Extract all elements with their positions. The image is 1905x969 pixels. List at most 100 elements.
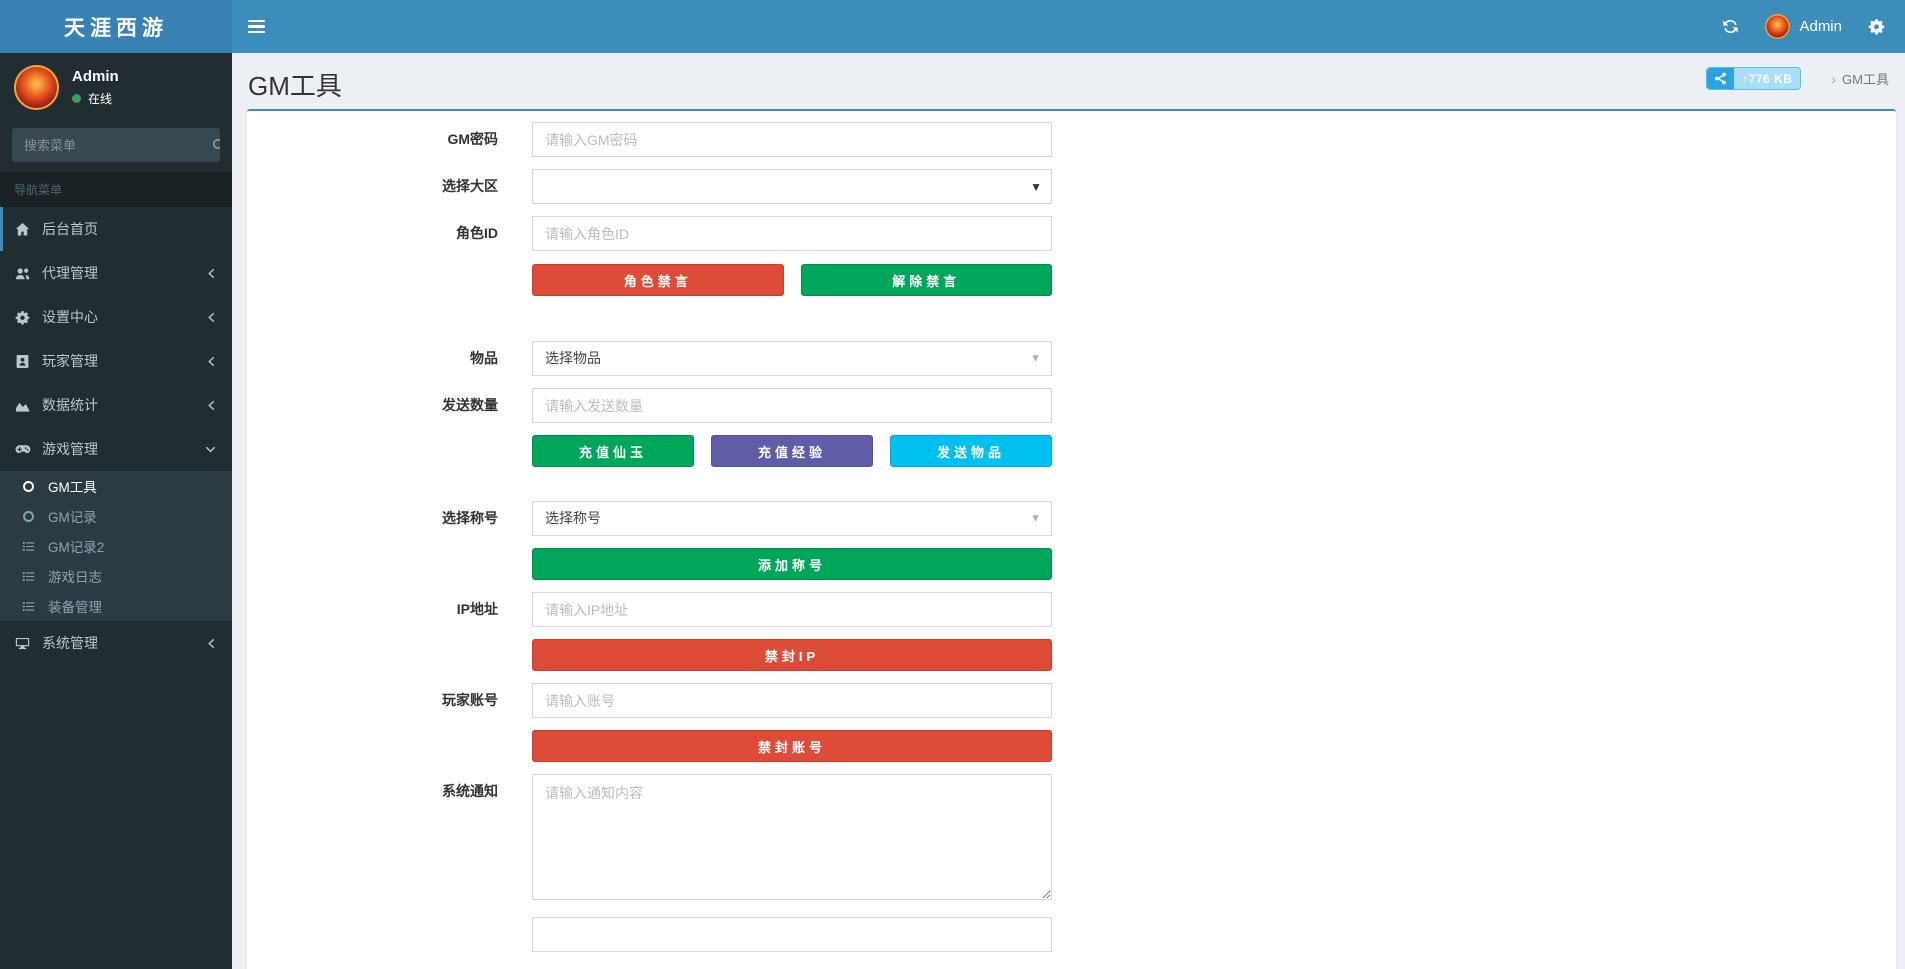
sidebar-item-settings-center[interactable]: 设置中心 (0, 295, 232, 339)
game-submenu: GM工具 GM记录 GM记录2 游戏日志 装备管理 (0, 471, 232, 621)
settings-button[interactable] (1868, 18, 1885, 35)
sidebar-item-gm-records-2[interactable]: GM记录2 (0, 531, 232, 561)
top-bar: 天涯西游 Admin (0, 0, 1905, 53)
sidebar-item-label: 设置中心 (42, 309, 98, 325)
sidebar-item-agents[interactable]: 代理管理 (0, 251, 232, 295)
submenu-item-label: GM工具 (48, 480, 97, 495)
notice-label: 系统通知 (442, 783, 498, 799)
submenu-item-label: 装备管理 (48, 600, 102, 615)
item-select[interactable]: 选择物品 ▼ (532, 341, 1052, 376)
server-select[interactable]: ▼ (532, 169, 1052, 204)
ban-ip-button[interactable]: 禁封IP (532, 639, 1052, 671)
circle-icon (23, 480, 34, 492)
breadcrumb-separator: › (1831, 70, 1837, 87)
sidebar-item-home[interactable]: 后台首页 (0, 207, 232, 251)
content-header: GM工具 ↑776 KB › GM工具 (232, 53, 1905, 109)
user-menu[interactable]: Admin (1765, 14, 1842, 39)
chevron-left-icon (208, 356, 215, 366)
add-title-button[interactable]: 添加称号 (532, 548, 1052, 580)
submenu-item-label: 游戏日志 (48, 570, 102, 585)
sidebar: Admin 在线 导航菜单 后台首页 代理管理 设置中心 (0, 53, 232, 969)
refresh-icon (1723, 19, 1739, 34)
list-icon (22, 601, 35, 611)
sidebar-item-gm-records[interactable]: GM记录 (0, 501, 232, 531)
notice-textarea[interactable] (532, 774, 1052, 900)
send-count-label: 发送数量 (442, 397, 498, 413)
unmute-role-button[interactable]: 解除禁言 (800, 264, 1052, 296)
role-id-label: 角色ID (456, 225, 498, 241)
sidebar-item-label: 数据统计 (42, 397, 98, 413)
list-icon (22, 571, 35, 581)
chevron-down-icon: ▼ (1030, 179, 1042, 194)
desktop-icon (15, 637, 30, 649)
avatar (1765, 14, 1791, 39)
sidebar-item-statistics[interactable]: 数据统计 (0, 383, 232, 427)
breadcrumb: › GM工具 (1831, 69, 1889, 88)
chevron-down-icon (205, 446, 216, 452)
gamepad-icon (15, 445, 31, 454)
circle-icon (23, 510, 34, 522)
role-id-input[interactable] (532, 216, 1052, 251)
refresh-button[interactable] (1722, 18, 1739, 35)
sidebar-nav-header: 导航菜单 (0, 172, 232, 207)
sidebar-item-label: 后台首页 (42, 221, 98, 237)
sidebar-item-gm-tools[interactable]: GM工具 (0, 471, 232, 501)
search-button[interactable] (212, 128, 220, 162)
network-speed-value: ↑776 KB (1734, 68, 1801, 89)
search-input[interactable] (12, 137, 212, 153)
sidebar-search (12, 128, 220, 162)
title-select-value: 选择称号 (545, 510, 601, 526)
ip-label: IP地址 (456, 601, 498, 617)
gm-tools-card: GM密码 选择大区 ▼ 角色ID 角色禁言 解除禁言 物品 (247, 109, 1896, 969)
share-alt-icon (1715, 72, 1727, 85)
sidebar-item-equipment[interactable]: 装备管理 (0, 591, 232, 621)
users-icon (15, 267, 30, 279)
page-title: GM工具 (248, 71, 342, 101)
item-select-value: 选择物品 (545, 350, 601, 366)
top-navbar: Admin (232, 0, 1905, 53)
account-label: 玩家账号 (442, 692, 498, 708)
extra-input[interactable] (532, 917, 1052, 952)
submenu-item-label: GM记录2 (48, 540, 105, 555)
breadcrumb-current[interactable]: GM工具 (1842, 72, 1889, 87)
mute-role-button[interactable]: 角色禁言 (532, 264, 784, 296)
sidebar-item-game-logs[interactable]: 游戏日志 (0, 561, 232, 591)
item-select-label: 物品 (470, 350, 498, 366)
search-icon (212, 138, 220, 149)
id-card-icon (16, 354, 29, 368)
chevron-down-icon: ▼ (1030, 352, 1041, 364)
sidebar-item-label: 代理管理 (42, 265, 98, 281)
send-count-input[interactable] (532, 388, 1052, 423)
online-status-icon (72, 94, 81, 103)
home-icon (15, 222, 30, 235)
sidebar-item-game-management[interactable]: 游戏管理 (0, 427, 232, 471)
account-input[interactable] (532, 683, 1052, 718)
sidebar-item-label: 系统管理 (42, 635, 98, 651)
area-chart-icon (16, 402, 30, 412)
gm-password-label: GM密码 (447, 131, 498, 147)
sidebar-item-players[interactable]: 玩家管理 (0, 339, 232, 383)
sidebar-item-label: 游戏管理 (42, 441, 98, 457)
sidebar-toggle-button[interactable] (232, 0, 280, 53)
send-item-button[interactable]: 发送物品 (890, 435, 1052, 467)
chevron-down-icon: ▼ (1030, 512, 1041, 524)
gear-icon (1868, 19, 1885, 35)
title-select[interactable]: 选择称号 ▼ (532, 501, 1052, 536)
gm-password-input[interactable] (532, 122, 1052, 157)
recharge-exp-button[interactable]: 充值经验 (711, 435, 873, 467)
sidebar-item-label: 玩家管理 (42, 353, 98, 369)
sidebar-username: Admin (72, 68, 119, 85)
recharge-jade-button[interactable]: 充值仙玉 (532, 435, 694, 467)
ip-input[interactable] (532, 592, 1052, 627)
sidebar-user-panel: Admin 在线 (0, 53, 232, 124)
brand-logo[interactable]: 天涯西游 (0, 0, 232, 53)
submenu-item-label: GM记录 (48, 510, 97, 525)
sidebar-menu: 后台首页 代理管理 设置中心 玩家管理 数据统计 游戏管理 (0, 207, 232, 665)
sidebar-item-system[interactable]: 系统管理 (0, 621, 232, 665)
topbar-username: Admin (1799, 18, 1842, 35)
network-monitor-badge[interactable]: ↑776 KB (1706, 67, 1802, 90)
ban-account-button[interactable]: 禁封账号 (532, 730, 1052, 762)
hamburger-icon (247, 17, 265, 37)
chevron-left-icon (208, 400, 215, 410)
chevron-left-icon (208, 268, 215, 278)
